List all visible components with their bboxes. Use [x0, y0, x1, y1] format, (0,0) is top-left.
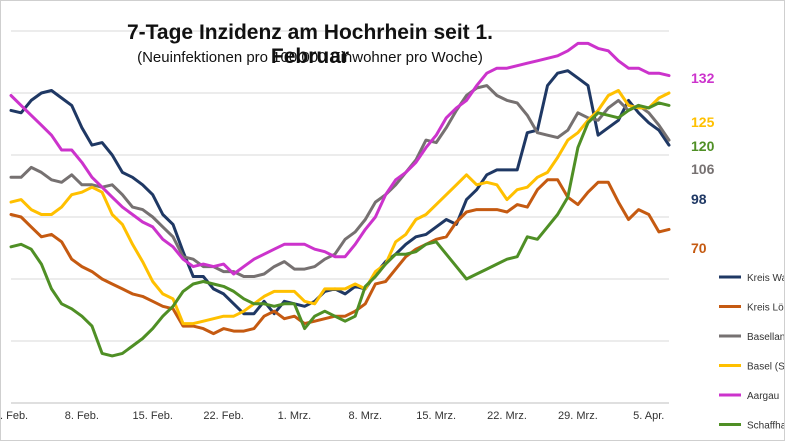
x-tick-label: 1. Mrz. [278, 410, 312, 422]
legend: Kreis Waldshut Kreis Lörrach Basellandscha… [719, 273, 784, 432]
end-value-label: 125 [691, 114, 715, 130]
end-value-label: 106 [691, 161, 715, 177]
series-line [9, 84, 671, 278]
series-line [9, 69, 671, 316]
series-line [9, 178, 671, 336]
series-line [9, 41, 671, 276]
x-tick-label: 5. Apr. [633, 410, 664, 422]
series-line [9, 89, 671, 326]
legend-label: Aargau [747, 391, 779, 402]
series-lines [9, 41, 671, 358]
x-tick-label: 22. Feb. [203, 410, 243, 422]
x-tick-label: 8. Feb. [65, 410, 99, 422]
end-value-label: 98 [691, 191, 707, 207]
legend-label: Schaffhausen [747, 421, 784, 432]
chart-subtitle: (Neuinfektionen pro 100.000 Einwohner pr… [137, 49, 483, 66]
end-value-label: 120 [691, 138, 715, 154]
gridlines [11, 30, 669, 404]
x-tick-label: 8. Mrz. [348, 410, 382, 422]
end-value-label: 132 [691, 70, 715, 86]
chart-title: 7-Tage Inzidenz am Hochrhein seit 1. Feb… [126, 21, 494, 68]
legend-label: Basel (Stadt) [747, 362, 784, 373]
x-tick-label: 1. Feb. [1, 410, 28, 422]
legend-label: Basellandschaft [747, 332, 784, 343]
legend-label: Kreis Waldshut [747, 273, 784, 284]
series-line [9, 101, 671, 358]
x-tick-label: 15. Feb. [133, 410, 173, 422]
x-tick-label: 22. Mrz. [487, 410, 527, 422]
x-axis-ticks: 1. Feb. 8. Feb. 15. Feb. 22. Feb. 1. Mrz. 8. … [1, 410, 664, 422]
end-value-labels: 98 70 106 125 132 120 [691, 70, 715, 256]
x-tick-label: 29. Mrz. [558, 410, 598, 422]
x-tick-label: 15. Mrz. [416, 410, 456, 422]
legend-label: Kreis Lörrach [747, 303, 784, 314]
end-value-label: 70 [691, 240, 707, 256]
